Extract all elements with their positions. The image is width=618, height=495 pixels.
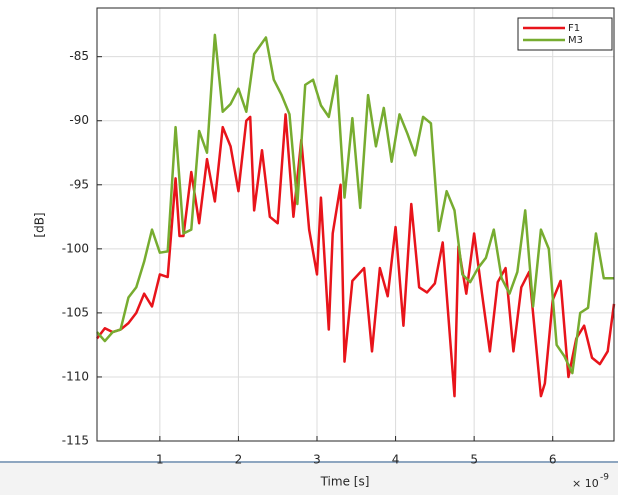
x-tick-label: 3 (313, 453, 321, 467)
y-tick-label: -105 (62, 305, 89, 319)
x-tick-label: 6 (549, 453, 557, 467)
series-line (96, 33, 614, 375)
legend-box (517, 17, 613, 51)
x-scale-exponent: -9 (600, 473, 609, 483)
y-tick-label: -85 (69, 49, 89, 63)
x-tick-label: 1 (156, 453, 164, 467)
y-tick-label: -110 (62, 369, 89, 383)
grid-layer (97, 8, 614, 442)
legend-label: M3 (568, 35, 583, 46)
legend-label: F1 (568, 23, 580, 34)
x-tick-label: 5 (470, 453, 478, 467)
y-axis-label: [dB] (33, 212, 47, 237)
x-tick-label: 2 (235, 453, 243, 467)
x-tick-label: 4 (392, 453, 400, 467)
series-line (96, 113, 616, 398)
plot-area (97, 8, 614, 441)
x-axis-label: Time [s] (320, 475, 370, 489)
axes-box (96, 7, 615, 442)
data-layer (96, 33, 616, 398)
y-tick-label: -90 (69, 113, 89, 127)
x-scale-base: × 10 (572, 477, 599, 490)
bottom-strip (0, 462, 618, 495)
y-tick-label: -95 (69, 177, 89, 191)
y-tick-label: -115 (62, 434, 89, 448)
y-tick-label: -100 (62, 241, 89, 255)
